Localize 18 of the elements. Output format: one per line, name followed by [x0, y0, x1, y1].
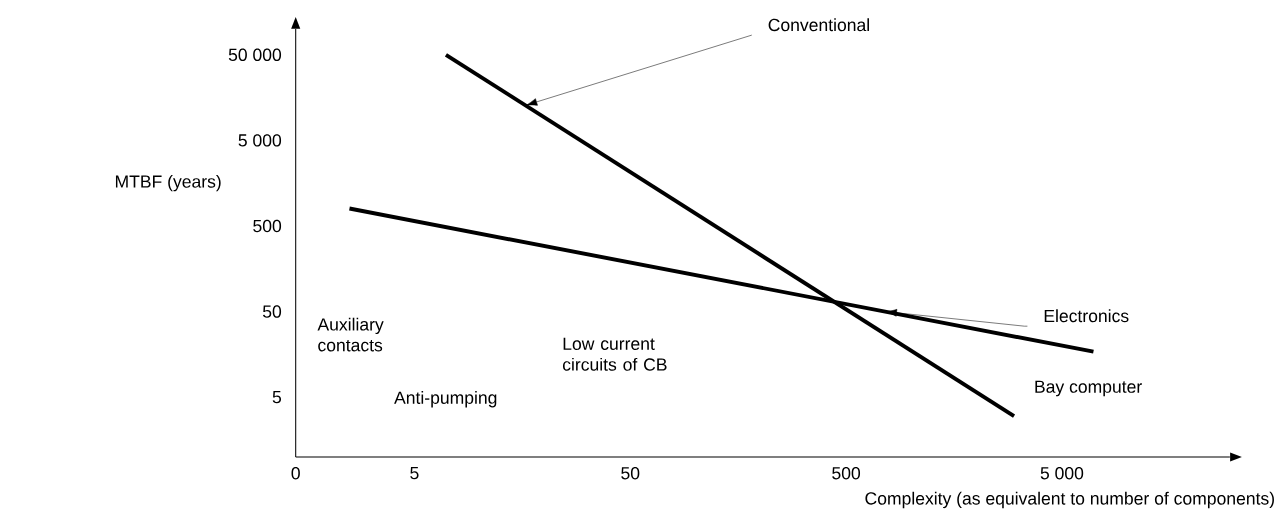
annotation: Low current circuits of CB — [562, 337, 667, 371]
x-tick-label: 50 — [621, 466, 640, 480]
annotation: Bay computer — [1035, 380, 1142, 397]
y-tick-label: 50 — [262, 305, 282, 318]
annotation: Anti-pumping — [394, 391, 497, 408]
y-axis-title: MTBF (years) — [115, 174, 221, 192]
x-tick-label: 5 000 — [1040, 466, 1084, 480]
y-tick-label: 50 000 — [228, 48, 282, 61]
annotation: Auxiliary contacts — [317, 317, 384, 352]
y-tick-label: 5 — [272, 391, 282, 404]
x-tick-label: 0 — [291, 466, 300, 480]
x-axis-title: Complexity (as equivalent to number of components) — [865, 491, 1274, 509]
y-tick-label: 500 — [253, 219, 282, 233]
x-tick-label: 500 — [832, 466, 861, 480]
y-tick-label: 5 000 — [238, 134, 282, 147]
x-tick-label: 5 — [410, 466, 419, 480]
text: Conventional — [768, 18, 869, 32]
series-label: Electronics — [1044, 309, 1129, 323]
